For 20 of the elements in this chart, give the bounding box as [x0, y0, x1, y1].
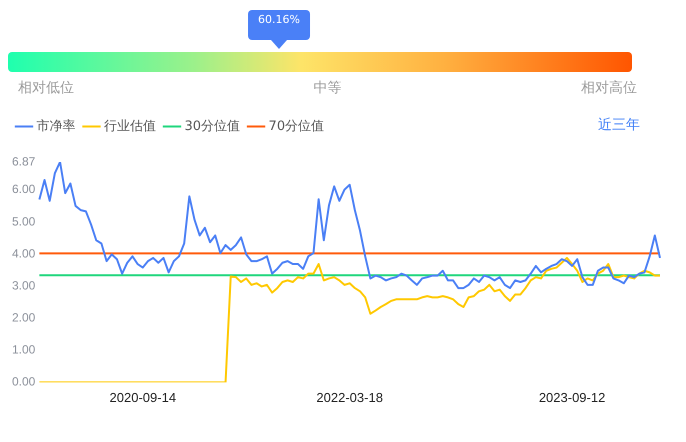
legend-label: 行业估值 — [104, 118, 156, 134]
text: 60.16% — [248, 10, 310, 40]
y-tick-label: 3.00 — [12, 278, 36, 292]
y-tick-label: 5.00 — [12, 214, 36, 228]
y-tick-label: 0.00 — [12, 374, 36, 389]
y-tick-label: 6.87 — [12, 154, 36, 168]
x-tick-label: 2020-09-14 — [110, 390, 176, 405]
text: 相对高位 — [581, 79, 637, 97]
y-tick-label: 1.00 — [12, 342, 36, 357]
x-tick-label: 2022-03-18 — [316, 390, 383, 405]
y-tick-label: 6.00 — [12, 182, 36, 196]
text: 相对低位 — [18, 79, 74, 97]
x-tick-label: 2023-09-12 — [538, 390, 606, 405]
text: 中等 — [314, 79, 342, 97]
y-tick-label: 4.00 — [12, 246, 36, 260]
legend-label: 70分位值 — [268, 118, 324, 134]
legend-label: 市净率 — [36, 118, 76, 134]
legend-label: 30分位值 — [184, 118, 240, 134]
text: 近三年 — [598, 116, 640, 134]
y-tick-label: 2.00 — [12, 310, 36, 325]
